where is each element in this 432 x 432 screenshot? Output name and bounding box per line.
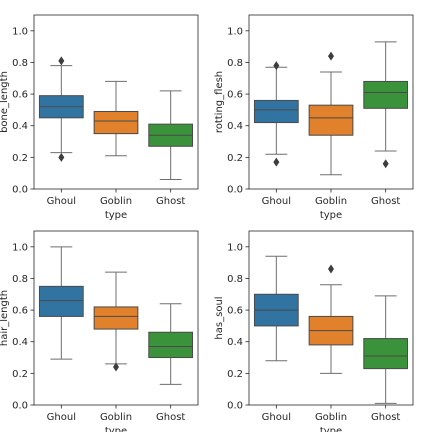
x-tick-label: Ghost <box>371 412 400 423</box>
y-tick-label: 0.2 <box>12 153 28 164</box>
x-axis-label: type <box>320 426 342 432</box>
box-ghost <box>148 303 194 385</box>
box-goblin <box>308 264 354 374</box>
box-ghoul <box>38 56 84 162</box>
x-tick-label: Goblin <box>315 412 347 423</box>
y-tick-label: 0.8 <box>227 58 243 69</box>
y-tick-label: 0.0 <box>12 401 28 412</box>
iqr-box <box>38 285 84 317</box>
y-tick-label: 0.2 <box>227 153 243 164</box>
box-ghost <box>363 41 409 169</box>
y-tick-label: 0.6 <box>227 90 243 101</box>
iqr-box <box>93 306 139 330</box>
y-tick-label: 0.8 <box>12 58 28 69</box>
y-tick-label: 1.0 <box>227 26 243 37</box>
y-tick-label: 1.0 <box>12 242 28 253</box>
y-tick-label: 0.8 <box>12 274 28 285</box>
iqr-box <box>308 104 354 136</box>
y-tick-label: 0.6 <box>227 306 243 317</box>
iqr-box <box>363 80 409 109</box>
x-axis-label: type <box>105 210 127 221</box>
outlier-point <box>328 264 334 274</box>
y-axis-label: hair_length <box>0 290 10 346</box>
y-tick-label: 1.0 <box>12 26 28 37</box>
y-tick-label: 0.0 <box>227 185 243 196</box>
outlier-point <box>382 159 389 169</box>
outlier-point <box>113 362 119 372</box>
y-tick-label: 0.6 <box>12 90 28 101</box>
box-ghost <box>363 295 409 404</box>
box-ghoul <box>253 61 299 167</box>
x-tick-label: Ghoul <box>262 412 291 423</box>
x-tick-label: Goblin <box>100 412 132 423</box>
iqr-box <box>93 110 139 135</box>
x-tick-label: Ghoul <box>47 412 76 423</box>
x-tick-label: Ghoul <box>47 196 76 207</box>
y-tick-label: 0.2 <box>12 369 28 380</box>
y-tick-label: 0.4 <box>12 121 28 132</box>
x-axis-label: type <box>320 210 342 221</box>
y-tick-label: 0.0 <box>227 401 243 412</box>
y-axis-label: rotting_flesh <box>214 71 225 133</box>
y-axis-label: has_soul <box>214 296 225 339</box>
box-goblin <box>93 271 139 372</box>
y-axis-label: bone_length <box>0 71 10 133</box>
y-tick-label: 0.4 <box>227 121 243 132</box>
box-ghost <box>148 90 194 181</box>
y-tick-label: 0.4 <box>227 337 243 348</box>
x-tick-label: Goblin <box>315 196 347 207</box>
outlier-point <box>58 56 65 66</box>
y-tick-label: 0.2 <box>227 369 243 380</box>
subplot-has-soul: 0.0 0.2 0.4 0.6 0.8 1.0 Ghoul Goblin Ghost type ha… <box>214 230 414 432</box>
outlier-point <box>58 152 65 162</box>
x-axis-label: type <box>105 426 127 432</box>
box-goblin <box>93 80 139 157</box>
box-ghoul <box>38 246 84 360</box>
x-tick-label: Ghost <box>156 412 185 423</box>
y-tick-label: 0.0 <box>12 185 28 196</box>
box-goblin <box>308 51 354 176</box>
x-tick-label: Ghost <box>371 196 400 207</box>
y-tick-label: 1.0 <box>227 242 243 253</box>
iqr-box <box>148 331 194 359</box>
subplot-bone-length: 0.0 0.2 0.4 0.6 0.8 1.0 Ghoul Goblin Ghost type bo… <box>0 14 199 221</box>
outlier-point <box>273 61 280 71</box>
y-tick-label: 0.8 <box>227 274 243 285</box>
subplot-rotting-flesh: 0.0 0.2 0.4 0.6 0.8 1.0 Ghoul Goblin Ghost type ro… <box>214 14 414 221</box>
subplot-hair-length: 0.0 0.2 0.4 0.6 0.8 1.0 Ghoul Goblin Ghost type ha… <box>0 230 199 432</box>
x-tick-label: Ghost <box>156 196 185 207</box>
iqr-box <box>363 338 409 370</box>
x-tick-label: Ghoul <box>262 196 291 207</box>
box-ghoul <box>253 255 299 362</box>
y-tick-label: 0.6 <box>12 306 28 317</box>
iqr-box <box>253 99 299 124</box>
x-tick-label: Goblin <box>100 196 132 207</box>
y-tick-label: 0.4 <box>12 337 28 348</box>
outlier-point <box>328 51 334 61</box>
outlier-point <box>273 157 280 167</box>
